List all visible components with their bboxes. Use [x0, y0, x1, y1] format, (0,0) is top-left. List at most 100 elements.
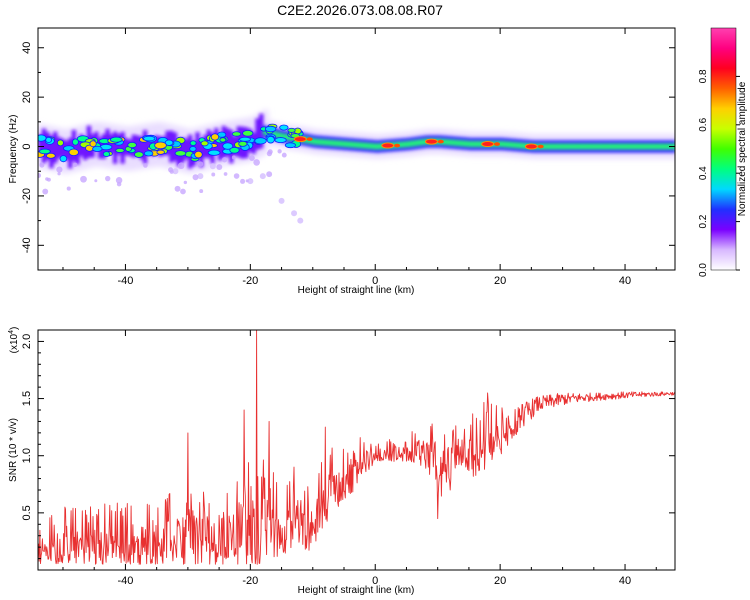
spectrogram-core-cell [375, 143, 379, 150]
spectrogram-core-cell [643, 143, 648, 150]
spectrogram-outlier-point [266, 150, 273, 157]
spectrogram-blob [110, 136, 123, 143]
spectrogram-core-cell [584, 143, 589, 150]
spectrogram-core-cell [606, 143, 611, 150]
spectrogram-outlier-point [211, 172, 216, 177]
spectrogram-blob [238, 140, 248, 147]
spectrogram-blob [38, 148, 51, 155]
snr-ticks: -40 -20 0 20 40 0.5 1.0 1.5 2.0 [21, 330, 675, 587]
spectrogram-blob [189, 146, 197, 152]
spectrogram-blob [115, 147, 125, 153]
spectrogram-blob [134, 151, 144, 158]
spectrogram-blob [127, 141, 137, 149]
spectrogram-core-cell [565, 143, 570, 150]
spectrogram-outlier-point [233, 173, 240, 179]
spectrogram-core-cell [465, 140, 470, 147]
spectrogram-outlier-point [183, 180, 188, 185]
spectrogram-core-cell [628, 143, 632, 150]
spectrogram-core-cell [634, 143, 639, 150]
spectrogram-band-cell [38, 134, 43, 156]
spectrogram-outlier-point [278, 197, 285, 204]
spectrogram-blob [59, 155, 68, 163]
spectrogram-outlier-point [94, 179, 98, 183]
spectrogram-band-cell [45, 132, 50, 161]
spectrogram-outlier-point [42, 188, 49, 195]
spectrogram-core-cell [675, 144, 679, 150]
spectrogram-outlier-point [172, 168, 179, 175]
colorbar-bar [710, 27, 737, 271]
spectrogram-outlier-point [197, 173, 204, 180]
spectrogram-core-cell [653, 143, 657, 150]
spectrogram-blob [264, 125, 277, 133]
spectrogram-core-cell [659, 143, 664, 150]
spectrogram-band-cell [180, 137, 185, 163]
snr-xtick-label: 20 [494, 575, 506, 587]
spectrogram-core-cell [578, 143, 582, 150]
spectrogram-core-cell [315, 138, 320, 145]
colorbar-tick-label: 0.2 [698, 214, 709, 228]
spectrogram-band-cell [71, 129, 77, 162]
snr-frame [37, 329, 676, 571]
spectrogram-hotspot [524, 143, 538, 150]
spectrogram-core-cell [575, 143, 579, 150]
figure-title: C2E2.2026.073.08.08.R07 [277, 2, 443, 18]
spectrogram-blob [194, 150, 203, 159]
spectrogram-core-cell [612, 143, 617, 150]
spectrogram-ytick-label: 40 [21, 42, 33, 54]
spectrogram-core-cell [347, 141, 351, 148]
spectrogram-blob [266, 135, 275, 144]
spectrogram-blob [254, 137, 267, 145]
spectrogram-band-cell [225, 128, 230, 157]
spectrogram-blob [142, 135, 156, 142]
spectrogram-core-cell [609, 143, 614, 150]
spectrogram-core-cell [503, 141, 508, 148]
spectrogram-core-cell [472, 141, 476, 148]
spectrogram-core-cell [581, 143, 586, 150]
spectrogram-band-cell [56, 137, 62, 159]
spectrogram-hotspot-glow [437, 139, 444, 144]
spectrogram-core-cell [362, 142, 367, 149]
spectrogram-hotspot [381, 142, 395, 149]
spectrogram-core-cell [637, 143, 642, 150]
spectrogram-outlier-point [115, 177, 123, 184]
colorbar-tick-label: 0.8 [698, 69, 709, 83]
svg-text:(x104): (x104) [8, 327, 20, 354]
snr-line-layer [38, 330, 675, 565]
spectrogram-core-cell [331, 140, 336, 147]
spectrogram-core-cell [553, 143, 557, 150]
spectrogram-blob [92, 145, 103, 152]
spectrogram-core-cell [344, 141, 348, 148]
spectrogram-core-cell [550, 143, 554, 150]
spectrogram-blob [279, 124, 289, 131]
spectrogram-core-cell [334, 140, 339, 147]
spectrogram-outlier-point [259, 173, 266, 180]
spectrogram-core-cell [571, 143, 576, 150]
spectrogram-core-cell [543, 143, 548, 150]
colorbar-ticks: 0.0 0.2 0.4 0.6 0.8 [698, 69, 740, 277]
spectrogram-core-cell [640, 143, 645, 150]
spectrogram-xtick-label: -20 [242, 275, 258, 287]
snr-ytick-label: 1.5 [21, 391, 33, 406]
spectrogram-blob [207, 149, 221, 156]
spectrogram-hotspot-glow [537, 144, 544, 149]
spectrogram-core-cell [521, 142, 526, 149]
spectrogram-core-cell [625, 143, 629, 150]
spectrogram-blob [174, 150, 187, 157]
spectrogram-outlier-point [291, 210, 298, 217]
spectrogram-core-cell [459, 140, 464, 147]
spectrogram-outlier-point [281, 152, 287, 158]
spectrogram-core-cell [546, 143, 551, 150]
spectrogram-core-cell [400, 141, 404, 148]
spectrogram-outlier-point [249, 155, 255, 161]
spectrogram-blob [231, 131, 242, 137]
snr-series-line [38, 330, 675, 565]
spectrogram-blob [38, 134, 47, 142]
snr-xtick-label: -40 [117, 575, 133, 587]
spectrogram-band-cell [251, 132, 256, 154]
spectrogram-outlier-point [177, 162, 185, 170]
spectrogram-core-cell [509, 141, 514, 148]
spectrogram-core-cell [372, 143, 376, 150]
spectrogram-outlier-point [174, 185, 181, 192]
spectrogram-outlier-point [80, 175, 87, 183]
spectrogram-blob [189, 140, 197, 146]
